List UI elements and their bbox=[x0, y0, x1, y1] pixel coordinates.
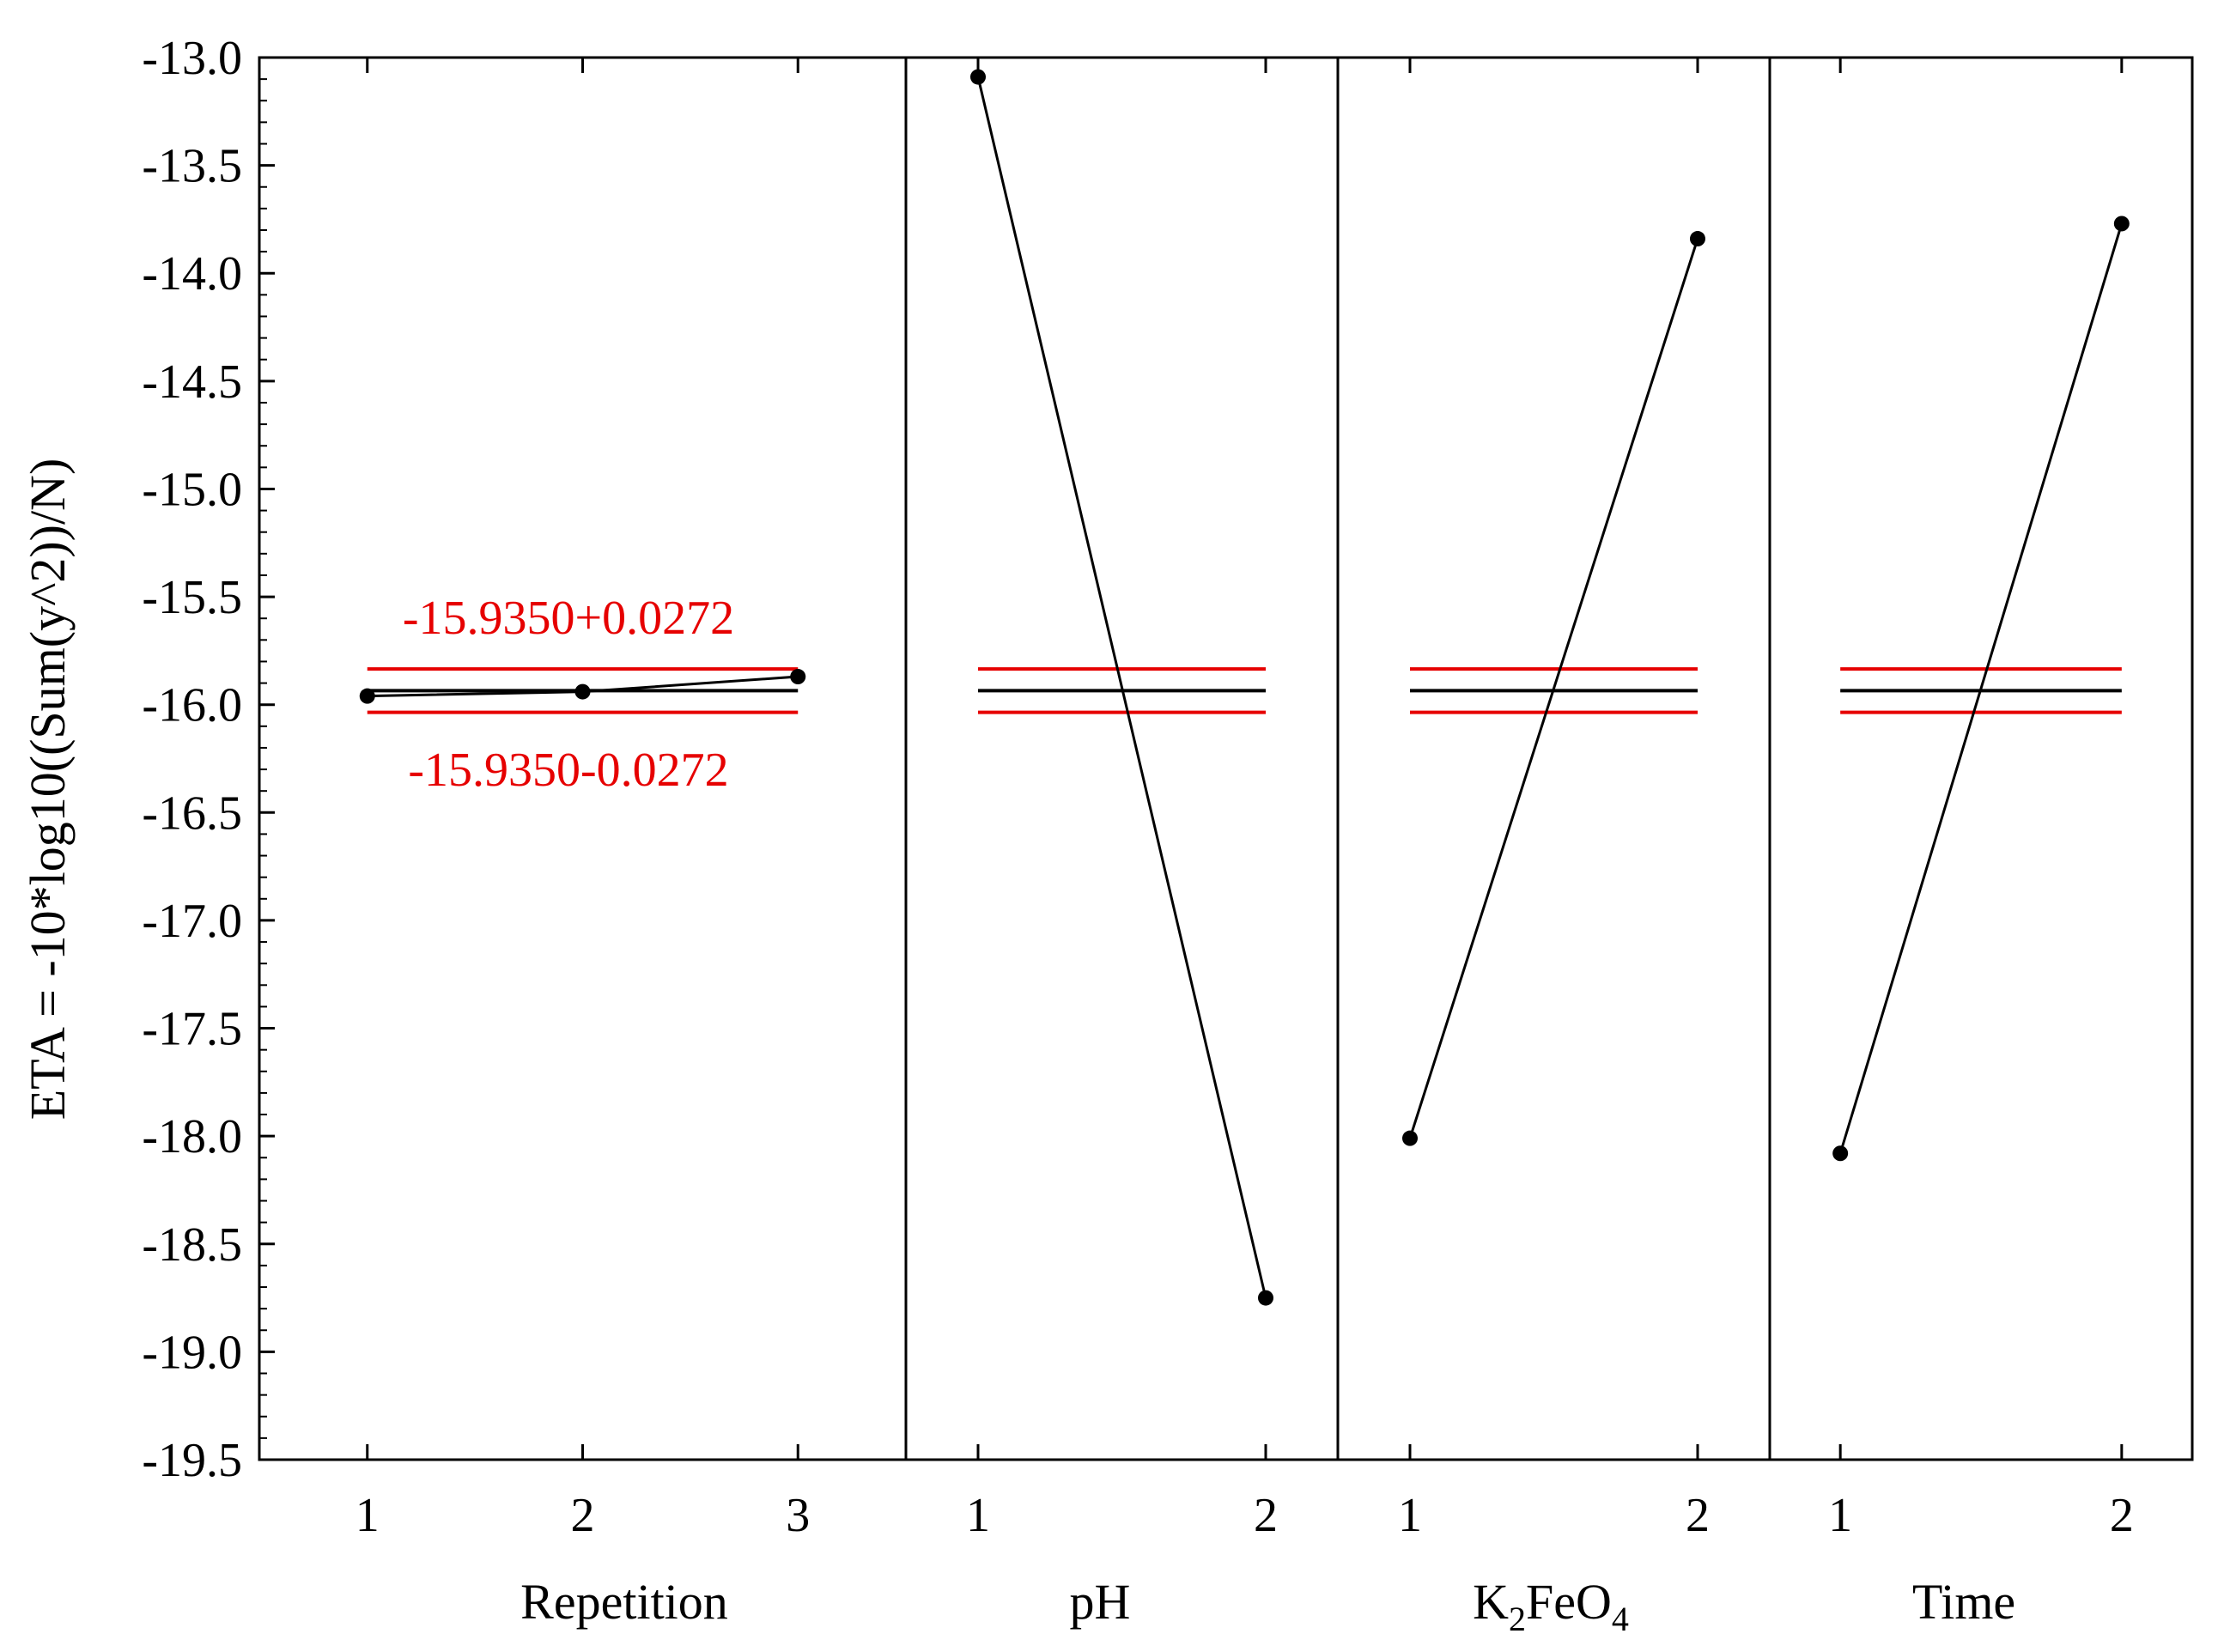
x-tick-label: 3 bbox=[786, 1489, 810, 1542]
y-axis-label: ETA = -10*log10((Sum(y^2))/N) bbox=[20, 459, 76, 1121]
y-tick-label: -18.5 bbox=[142, 1218, 242, 1272]
data-point bbox=[1689, 231, 1705, 247]
y-tick-label: -18.0 bbox=[142, 1110, 242, 1163]
x-tick-label: 2 bbox=[1254, 1489, 1278, 1542]
y-tick-label: -15.5 bbox=[142, 571, 242, 624]
data-point bbox=[359, 688, 375, 704]
upper-limit-annotation: -15.9350+0.0272 bbox=[403, 592, 734, 645]
x-tick-label: 1 bbox=[1398, 1489, 1422, 1542]
factor-label-k2feo4: K2FeO4 bbox=[1473, 1574, 1629, 1638]
y-tick-label: -14.5 bbox=[142, 355, 242, 409]
plot-frame bbox=[258, 56, 2194, 1461]
lower-limit-annotation: -15.9350-0.0272 bbox=[408, 744, 728, 797]
y-tick-label: -14.0 bbox=[142, 247, 242, 301]
data-point bbox=[574, 683, 591, 700]
data-point bbox=[1832, 1145, 1849, 1162]
data-point bbox=[1402, 1130, 1419, 1146]
panel-borders bbox=[258, 56, 2194, 1461]
x-tick-label: 2 bbox=[2110, 1489, 2134, 1542]
y-tick-label: -16.5 bbox=[142, 787, 242, 840]
y-tick-label: -19.5 bbox=[142, 1434, 242, 1487]
y-tick-label: -13.0 bbox=[142, 32, 242, 85]
factor-label-repetition: Repetition bbox=[520, 1574, 728, 1630]
data-point bbox=[790, 669, 806, 685]
series-line bbox=[1838, 223, 2124, 1154]
x-tick-label: 1 bbox=[1828, 1489, 1852, 1542]
factor-label-time: Time bbox=[1912, 1574, 2015, 1630]
annotations: -15.9350+0.0272 -15.9350-0.0272 bbox=[403, 592, 734, 797]
series-line bbox=[976, 76, 1267, 1298]
x-tick-label: 1 bbox=[355, 1489, 380, 1542]
y-axis: -13.0 -13.5 -14.0 -14.5 -15.0 -15.5 -16.0 -16.5… bbox=[142, 32, 275, 1487]
x-axis-labels: Repetition pH K2FeO4 Time bbox=[520, 1574, 2015, 1638]
x-axis: 1 2 3 1 2 1 2 1 2 bbox=[355, 58, 2134, 1542]
series-line bbox=[1408, 238, 1699, 1139]
y-tick-label: -16.0 bbox=[142, 679, 242, 732]
data-point bbox=[1257, 1290, 1273, 1306]
data-point bbox=[970, 69, 987, 85]
y-tick-label: -17.5 bbox=[142, 1003, 242, 1056]
x-tick-label: 1 bbox=[966, 1489, 990, 1542]
series-lines bbox=[359, 69, 2130, 1306]
x-tick-label: 2 bbox=[571, 1489, 595, 1542]
reference-lines bbox=[367, 667, 2122, 714]
data-point bbox=[2113, 216, 2130, 232]
y-tick-label: -15.0 bbox=[142, 463, 242, 516]
y-tick-label: -19.0 bbox=[142, 1326, 242, 1379]
x-tick-label: 2 bbox=[1686, 1489, 1710, 1542]
factor-label-ph: pH bbox=[1070, 1574, 1131, 1630]
y-tick-label: -17.0 bbox=[142, 895, 242, 948]
y-tick-label: -13.5 bbox=[142, 140, 242, 193]
